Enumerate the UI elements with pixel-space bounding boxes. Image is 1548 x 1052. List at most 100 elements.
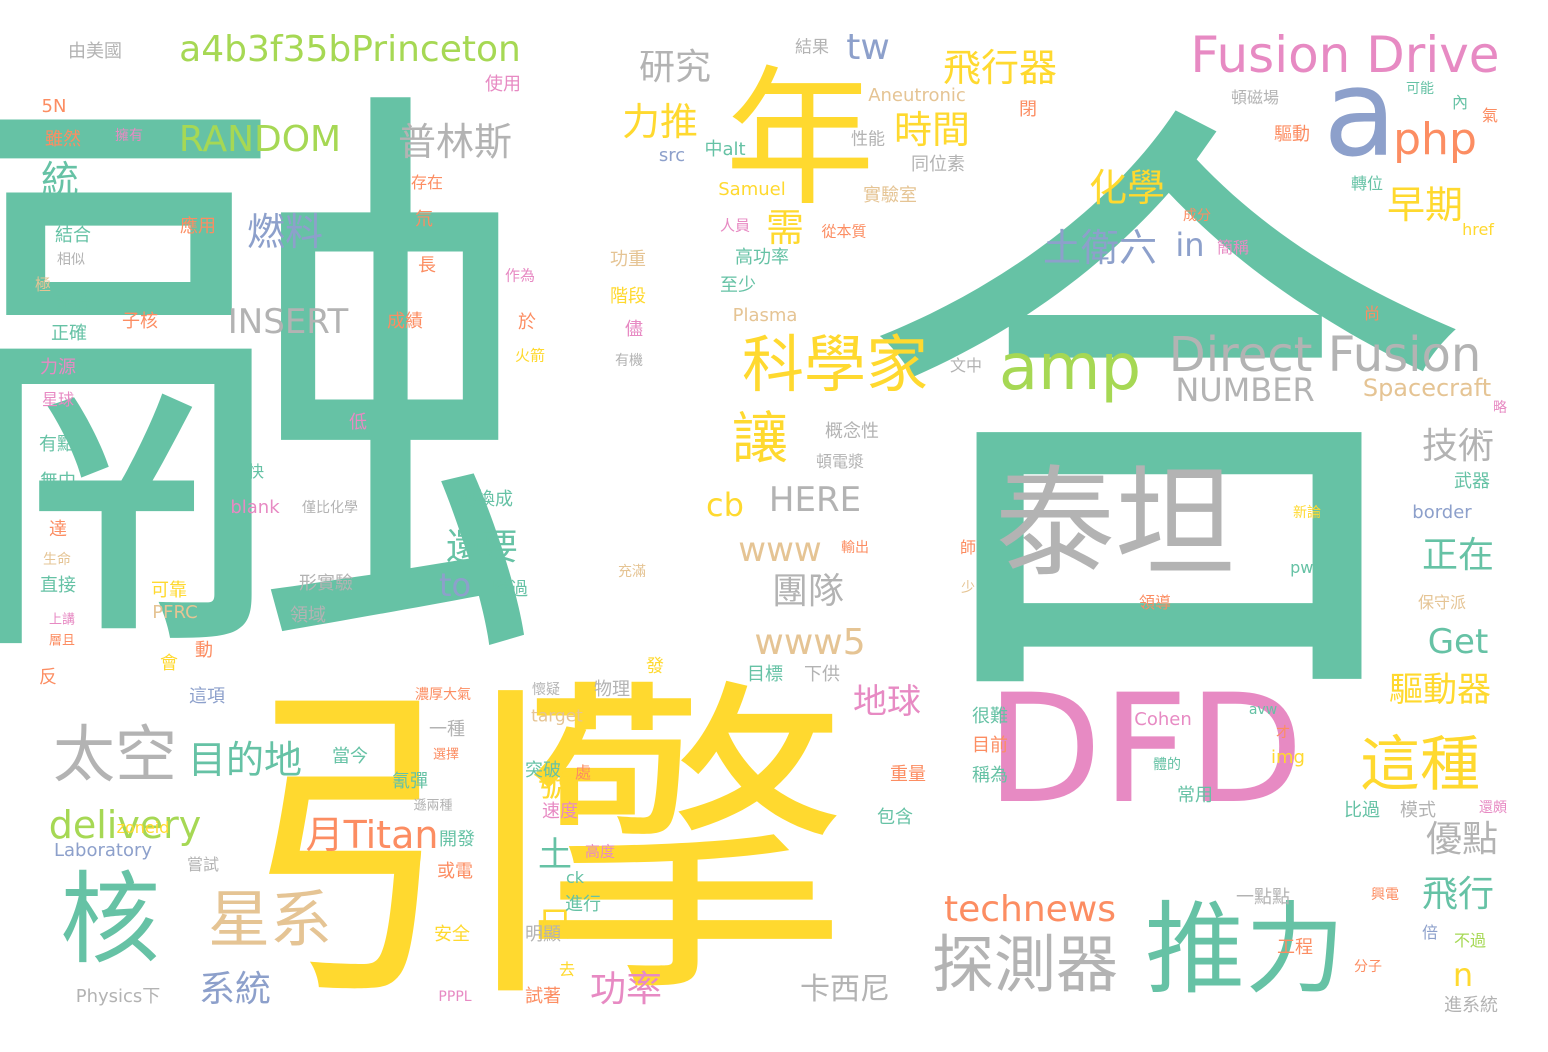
word-small: 擁有 <box>115 128 143 144</box>
word-space: 太空 <box>52 718 178 791</box>
word-thrust: 推力 <box>1145 891 1345 1008</box>
word-www5: www5 <box>754 622 866 663</box>
word-fusion-drive: Fusion Drive <box>1190 26 1500 84</box>
word-small: 性能 <box>851 129 885 150</box>
word-small: img <box>1271 747 1305 768</box>
word-small: 動 <box>195 640 213 661</box>
word-small: 才 <box>1276 725 1290 741</box>
word-small: 可靠 <box>151 580 187 601</box>
word-small: 懷疑 <box>532 682 560 698</box>
word-nucleus: 核 <box>60 861 160 978</box>
word-small: 濃厚大氣 <box>415 687 471 703</box>
word-small: 僅比化學 <box>302 500 358 516</box>
word-small: 突破 <box>525 760 561 781</box>
word-small: 閉 <box>1019 99 1037 120</box>
word-small: 反 <box>39 667 57 688</box>
word-small: 包含 <box>877 807 913 828</box>
word-small: 階段 <box>610 286 646 307</box>
word-random: RANDOM <box>178 119 342 160</box>
word-yin: 引 <box>240 658 570 1042</box>
word-small: 5N <box>41 96 67 117</box>
word-small: 存在 <box>410 173 444 192</box>
word-small: 轉換成 <box>459 489 513 510</box>
word-research: 研究 <box>638 47 712 88</box>
word-small: Physics下 <box>75 986 161 1007</box>
word-small: 結合 <box>55 225 91 246</box>
word-small: href <box>1462 220 1494 239</box>
word-small: zoneid <box>116 818 170 837</box>
word-amp: amp <box>998 331 1142 405</box>
word-small: 處 <box>574 763 592 782</box>
word-small: 頓磁場 <box>1230 88 1280 107</box>
word-small: 嘗試 <box>186 855 220 874</box>
word-small: 無中 <box>40 471 76 492</box>
word-qing: 擎 <box>520 653 850 1037</box>
word-small: 上講 <box>48 612 76 628</box>
word-small: 由美國 <box>68 41 122 62</box>
word-small: 尚 <box>1363 304 1381 323</box>
word-small: 倍 <box>1421 923 1439 942</box>
word-small: 儘 <box>625 319 643 340</box>
word-number: NUMBER <box>1175 371 1315 409</box>
word-small: 轉位 <box>1350 174 1384 193</box>
word-team: 團隊 <box>771 571 845 612</box>
word-only: 只 <box>538 905 572 945</box>
word-small: 功重 <box>610 249 646 270</box>
word-small: 有點 <box>39 434 75 455</box>
word-small: PPPL <box>438 989 472 1005</box>
word-small: 實驗室 <box>863 185 917 206</box>
word-small: 目前 <box>972 735 1008 756</box>
word-small: blank <box>230 497 280 518</box>
word-small: 選擇 <box>432 747 460 763</box>
word-small: 安全 <box>434 924 470 945</box>
word-direct-fusion: Direct Fusion <box>1168 327 1482 383</box>
word-princeton-cn: 普林斯 <box>397 120 513 164</box>
word-need: 需 <box>765 206 805 250</box>
word-small: 一點點 <box>1236 887 1290 908</box>
word-small: 比過 <box>1344 800 1380 821</box>
word-small: 領導 <box>1138 593 1172 612</box>
word-number-cn: 號 <box>538 765 572 805</box>
word-small: 模式 <box>1400 800 1436 821</box>
word-small: ck <box>565 868 585 887</box>
word-small: 進行 <box>565 894 601 915</box>
word-small: 力源 <box>40 357 76 378</box>
word-small: 或電 <box>437 861 473 882</box>
word-cb: cb <box>706 486 744 524</box>
word-small: 工程 <box>1277 937 1313 958</box>
word-technews: technews <box>943 889 1117 930</box>
word-cassini: 卡西尼 <box>800 972 890 1007</box>
word-small: 分子 <box>1354 959 1382 975</box>
word-small: 形實驗 <box>299 573 353 594</box>
word-small: 高度 <box>584 842 616 861</box>
word-small: 開發 <box>439 829 475 850</box>
word-scientist: 科學家 <box>741 328 929 401</box>
word-small: 雖然 <box>45 129 81 150</box>
word-small: target <box>531 706 583 727</box>
word-propulsion: 力推 <box>621 100 699 144</box>
word-nian: 年 <box>724 53 876 227</box>
word-small: 發 <box>646 656 664 677</box>
word-this-kind: 這種 <box>1360 730 1480 800</box>
word-small: 成分 <box>1183 208 1211 224</box>
word-get: Get <box>1427 622 1489 662</box>
word-destination: 目的地 <box>187 738 303 782</box>
word-small: Cohen <box>1134 709 1192 730</box>
word-small: 會 <box>160 653 178 674</box>
word-small: 相似 <box>57 252 85 268</box>
word-small: 火箭 <box>514 346 546 365</box>
word-small: 長 <box>418 255 436 276</box>
word-small: 達 <box>49 519 67 540</box>
word-www: www <box>738 530 822 570</box>
word-small: 常用 <box>1177 785 1213 806</box>
word-small: avw <box>1248 702 1278 718</box>
word-small: Plasma <box>732 305 798 326</box>
word-small: 層且 <box>48 633 76 649</box>
word-small: src <box>658 145 686 166</box>
word-small: 略 <box>1493 400 1507 416</box>
word-small: 領域 <box>290 605 326 626</box>
word-moon-titan: 月Titan <box>305 813 439 857</box>
word-small: 高功率 <box>735 247 789 268</box>
word-small: Aneutronic <box>868 85 966 106</box>
